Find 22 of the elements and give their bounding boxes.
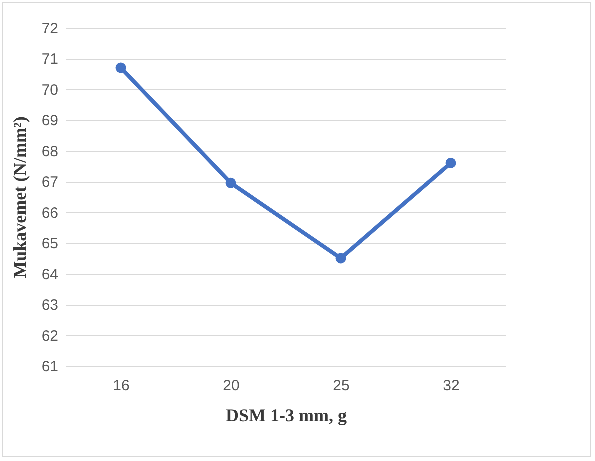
x-tick-label: 16: [113, 378, 130, 394]
y-tick-label: 61: [42, 358, 58, 376]
y-tick-label: 64: [42, 266, 58, 284]
y-tick-label: 72: [42, 20, 58, 38]
y-tick-label: 69: [42, 112, 58, 130]
point: [116, 62, 126, 74]
point: [336, 253, 346, 264]
y-tick-label: 62: [42, 328, 58, 345]
y-axis-title: Mukavemet (N/mm²): [10, 116, 30, 278]
x-axis-title: DSM 1-3 mm, g: [226, 406, 347, 426]
y-tick-label: 66: [42, 204, 58, 222]
x-tick-label: 32: [443, 378, 460, 394]
point: [446, 158, 456, 168]
y-tick-label: 70: [42, 82, 58, 99]
point: [226, 178, 236, 188]
x-tick-label: 20: [223, 378, 240, 394]
x-tick-label: 25: [333, 378, 350, 394]
y-tick-label: 68: [42, 143, 58, 160]
y-tick-label: 65: [42, 236, 58, 253]
y-tick-label: 71: [42, 51, 58, 68]
y-tick-label: 67: [42, 174, 58, 192]
y-tick-label: 63: [42, 297, 58, 314]
